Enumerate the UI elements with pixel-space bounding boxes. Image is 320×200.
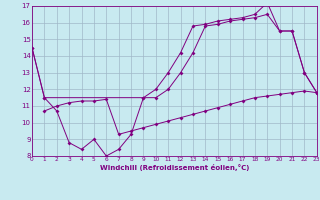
X-axis label: Windchill (Refroidissement éolien,°C): Windchill (Refroidissement éolien,°C) xyxy=(100,164,249,171)
